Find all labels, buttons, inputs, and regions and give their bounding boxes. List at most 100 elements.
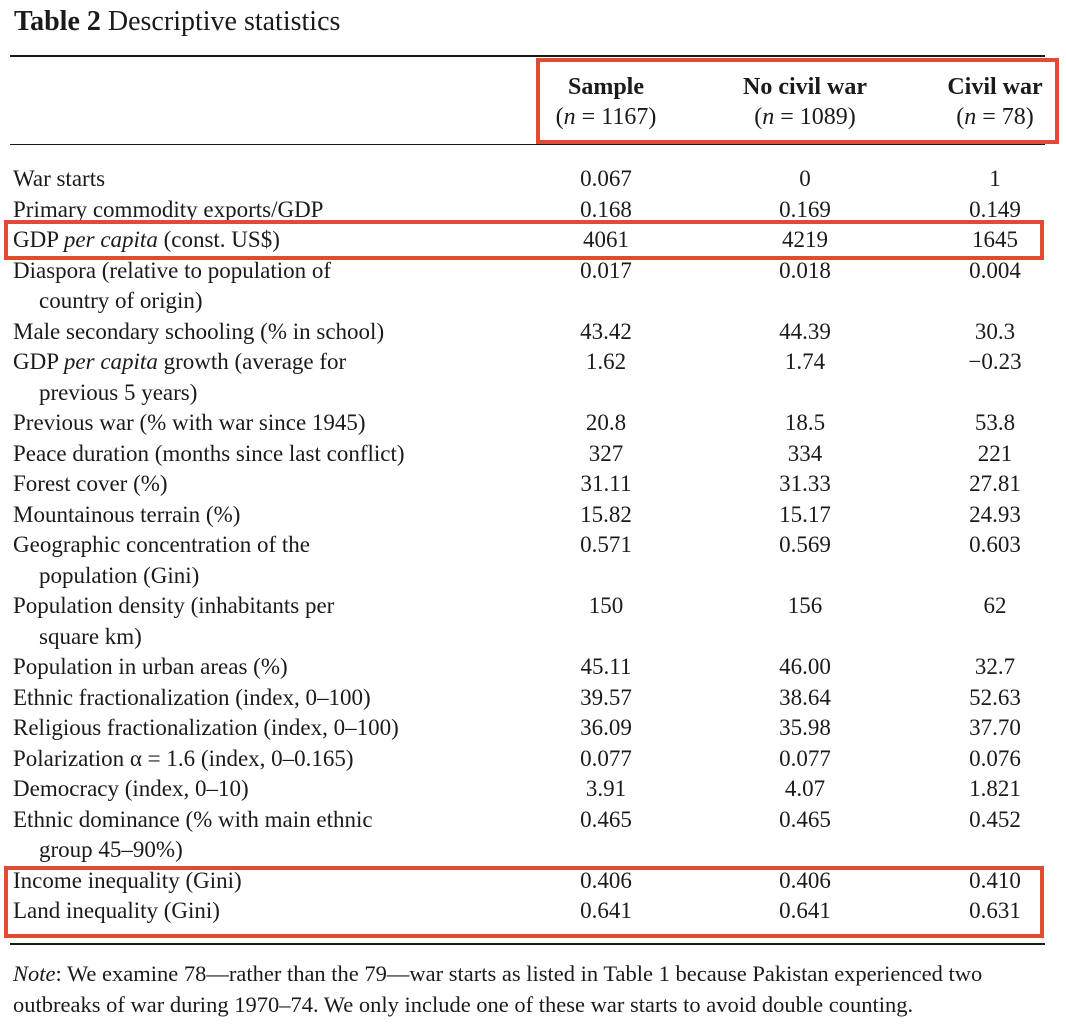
row-label-text: Peace duration (months since last confli… <box>13 440 405 466</box>
row-label-continuation: square km) <box>39 623 142 649</box>
row-label-text: Religious fractionalization (index, 0–10… <box>13 715 399 740</box>
column-header-name: Civil war <box>947 74 1043 100</box>
row-label-text: Primary commodity exports/GDP <box>13 196 324 222</box>
column-header-1: No civil war (n = 1089) <box>725 72 885 132</box>
table-cell: 45.11 <box>580 654 632 679</box>
table-cell: 46.00 <box>779 654 831 679</box>
row-label-part: GDP <box>13 349 64 374</box>
table-cell: 52.63 <box>969 684 1021 710</box>
row-label-italic: per capita <box>63 349 158 374</box>
table-cell: 221 <box>977 440 1013 466</box>
row-label-continuation: previous 5 years) <box>39 379 198 405</box>
row-label-text: Population in urban areas (%) <box>13 654 288 679</box>
column-header-name: No civil war <box>743 74 867 100</box>
row-label: Primary commodity exports/GDP <box>13 195 513 226</box>
table-cell: 1 <box>989 166 1001 191</box>
table-cell: 30.3 <box>974 318 1016 344</box>
row-label: Ethnic dominance (% with main ethnic grou… <box>13 805 513 866</box>
table-cell: 327 <box>588 440 624 466</box>
row-label-text: Population density (inhabitants per <box>13 593 335 618</box>
table-cell: 1.821 <box>969 776 1021 801</box>
row-label: GDP per capita (const. US$) <box>13 225 513 256</box>
table-cell: 0.076 <box>969 745 1021 771</box>
table-cell: 0.571 <box>580 532 632 557</box>
row-label: Population in urban areas (%) <box>13 652 513 683</box>
row-label-text: Ethnic dominance (% with main ethnic <box>13 806 373 832</box>
row-label-text: Polarization α = 1.6 (index, 0–0.165) <box>13 745 354 771</box>
column-header-0: Sample (n = 1167) <box>526 72 686 132</box>
table-cell: −0.23 <box>968 349 1022 374</box>
table-cell: 0.168 <box>580 196 632 222</box>
table-cell: 0.017 <box>580 257 632 283</box>
row-label-continuation: population (Gini) <box>39 562 200 588</box>
row-label: Income inequality (Gini) <box>13 866 513 897</box>
table-cell: 37.70 <box>969 715 1021 740</box>
row-label-part: GDP <box>13 227 64 252</box>
column-header-2: Civil war (n = 78) <box>915 72 1066 132</box>
table-cell: 4219 <box>782 227 828 252</box>
row-label: Mountainous terrain (%) <box>13 500 513 531</box>
table-cell: 35.98 <box>779 715 831 740</box>
table-cell: 0.149 <box>969 196 1021 222</box>
n-symbol: n <box>563 104 576 130</box>
row-label-text: Previous war (% with war since 1945) <box>13 410 366 435</box>
column-header-n: (n = 78) <box>956 104 1034 130</box>
row-label: Previous war (% with war since 1945) <box>13 408 513 439</box>
table-cell: 31.33 <box>779 471 831 496</box>
table-label: Table 2 <box>14 6 101 37</box>
table-cell: 1645 <box>972 227 1018 252</box>
table-caption: Descriptive statistics <box>107 6 341 37</box>
row-label: Democracy (index, 0–10) <box>13 774 513 805</box>
row-label-text: Forest cover (%) <box>13 471 168 496</box>
n-symbol: n <box>964 104 977 130</box>
row-label-continuation: group 45–90%) <box>39 837 183 862</box>
row-label: Land inequality (Gini) <box>13 896 513 927</box>
row-label: Religious fractionalization (index, 0–10… <box>13 713 513 744</box>
row-label-continuation: country of origin) <box>39 288 203 313</box>
table-cell: 0.465 <box>580 806 632 832</box>
row-label: Male secondary schooling (% in school) <box>13 317 513 348</box>
note-prefix: Note <box>13 961 56 986</box>
top-rule <box>10 55 1045 57</box>
table-cell: 20.8 <box>585 410 627 435</box>
row-label: Geographic concentration of the populatio… <box>13 530 513 591</box>
table-cell: 0.465 <box>779 806 831 832</box>
row-label-text: Income inequality (Gini) <box>13 867 242 893</box>
n-equals: = <box>976 104 1002 130</box>
row-label-text: Geographic concentration of the <box>13 532 310 557</box>
table-cell: 0.603 <box>969 532 1021 557</box>
n-value: 1089 <box>799 104 848 130</box>
table-cell: 0.406 <box>580 867 632 893</box>
row-label-text: Land inequality (Gini) <box>13 898 220 923</box>
table-note: Note: We examine 78—rather than the 79—w… <box>13 958 1053 1020</box>
note-text: : We examine 78—rather than the 79—war s… <box>13 961 983 1017</box>
table-cell: 15.17 <box>779 501 831 527</box>
table-cell: 43.42 <box>580 318 632 344</box>
table-cell: 0.406 <box>779 867 831 893</box>
row-label: GDP per capita growth (average for previo… <box>13 347 513 408</box>
row-label-text: Male secondary schooling (% in school) <box>13 318 385 344</box>
table-cell: 3.91 <box>585 776 627 801</box>
bottom-rule <box>10 943 1045 945</box>
n-equals: = <box>774 104 800 130</box>
table-cell: 0.077 <box>580 745 632 771</box>
row-label-text: Diaspora (relative to population of <box>13 257 332 283</box>
table-cell: 150 <box>588 593 624 618</box>
table-cell: 0.169 <box>779 196 831 222</box>
table-cell: 24.93 <box>969 501 1021 527</box>
row-label: Polarization α = 1.6 (index, 0–0.165) <box>13 744 513 775</box>
table-cell: 38.64 <box>779 684 831 710</box>
table-cell: 32.7 <box>974 654 1016 679</box>
table-cell: 0 <box>799 166 811 191</box>
row-label-text: Democracy (index, 0–10) <box>13 776 249 801</box>
row-label: Population density (inhabitants per squar… <box>13 591 513 652</box>
row-label-part: growth (average for <box>157 349 347 374</box>
row-label-text: War starts <box>13 166 106 191</box>
table-cell: 36.09 <box>580 715 632 740</box>
table-cell: 0.569 <box>779 532 831 557</box>
table-cell: 27.81 <box>969 471 1021 496</box>
table-cell: 0.004 <box>969 257 1021 283</box>
row-label: Diaspora (relative to population of count… <box>13 256 513 317</box>
table-cell: 0.641 <box>580 898 632 923</box>
table-cell: 1.74 <box>784 349 826 374</box>
